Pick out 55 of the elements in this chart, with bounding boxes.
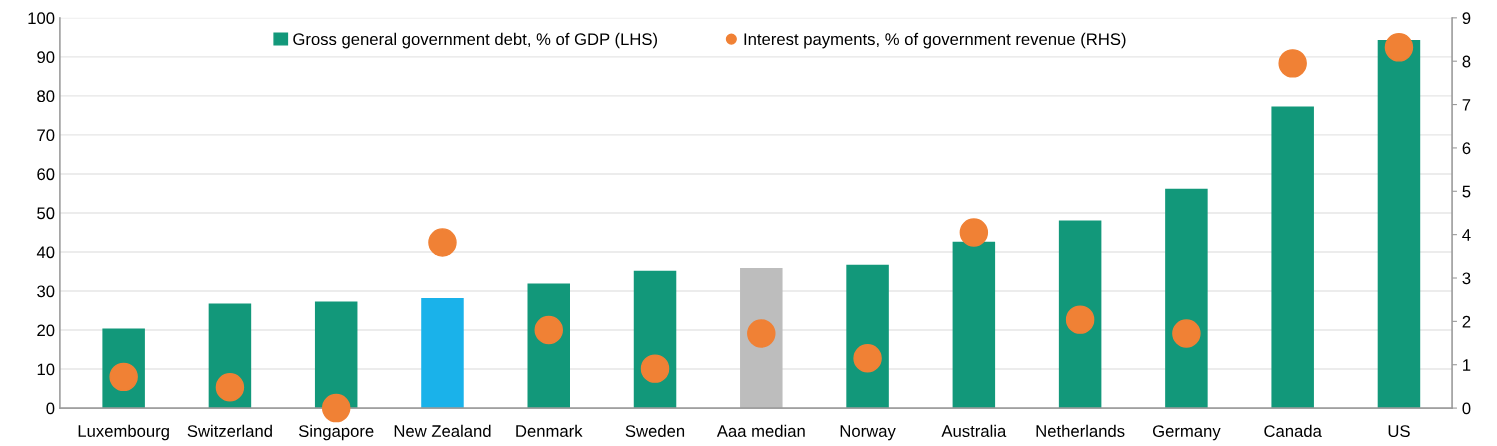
y-tick-label: 90	[37, 51, 55, 64]
point	[1278, 49, 1307, 78]
legend-label: Gross general government debt, % of GDP (LHS)	[293, 32, 658, 49]
y2-tick-label: 2	[1462, 315, 1471, 328]
x-tick-label: Singapore	[298, 424, 374, 441]
point	[959, 218, 989, 247]
x-tick-label: Canada	[1264, 424, 1322, 437]
x-tick-label: Sweden	[625, 424, 685, 437]
legend-label: Interest payments, % of government revenue (RHS)	[744, 32, 1126, 49]
bar	[1165, 188, 1208, 409]
y2-tick-label: 0	[1462, 402, 1471, 415]
y-tick-label: 30	[37, 285, 55, 298]
x-tick-label: Germany	[1152, 425, 1221, 441]
bar	[1271, 106, 1314, 409]
bar	[952, 241, 996, 409]
y2-tick-label: 3	[1462, 272, 1471, 285]
x-tick-label: Denmark	[516, 424, 583, 437]
y-tick-label: 80	[37, 90, 55, 103]
point	[1065, 305, 1095, 334]
y2-tick-label: 9	[1462, 12, 1471, 25]
point	[321, 393, 351, 423]
y-tick-label: 0	[46, 402, 55, 415]
point	[853, 343, 882, 373]
x-tick-label: Australia	[941, 424, 1007, 437]
y-tick-label: 20	[37, 324, 55, 337]
y-tick-label: 50	[37, 207, 55, 220]
x-tick-label: Aaa median	[716, 424, 805, 437]
y2-tick-label: 1	[1463, 359, 1471, 371]
bar	[314, 301, 358, 409]
y2-tick-label: 7	[1462, 99, 1471, 111]
y-tick-label: 40	[36, 246, 55, 259]
point	[1384, 33, 1414, 62]
x-tick-label: Netherlands	[1036, 424, 1125, 437]
point	[428, 228, 457, 257]
y-tick-label: 100	[28, 12, 55, 25]
x-tick-label: New Zealand	[394, 424, 491, 437]
point	[640, 354, 670, 383]
y-tick-label: 70	[37, 129, 55, 142]
point	[747, 319, 776, 348]
y2-tick-label: 5	[1462, 185, 1471, 198]
x-tick-label: Norway	[840, 425, 896, 441]
x-tick-label: Switzerland	[187, 424, 272, 437]
bar	[1377, 40, 1421, 409]
bar	[1058, 220, 1102, 409]
y2-tick-label: 4	[1462, 229, 1471, 241]
bar	[421, 298, 464, 409]
y-tick-label: 60	[37, 168, 55, 181]
y2-tick-label: 8	[1462, 55, 1471, 68]
point	[534, 315, 563, 345]
x-tick-label: Luxembourg	[78, 424, 169, 441]
point	[215, 373, 245, 402]
y2-tick-label: 6	[1462, 142, 1471, 155]
x-tick-label: US	[1388, 425, 1410, 437]
y-tick-label: 10	[37, 363, 55, 376]
point	[1172, 319, 1201, 348]
